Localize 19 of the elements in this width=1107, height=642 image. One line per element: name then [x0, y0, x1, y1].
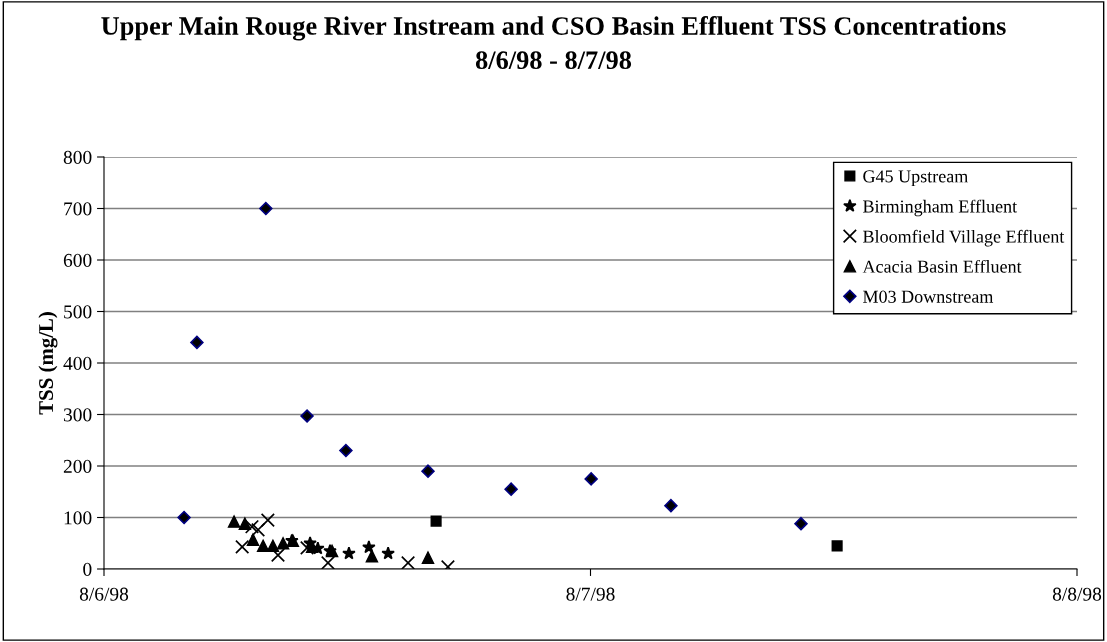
legend-label: Birmingham Effluent [863, 199, 1018, 217]
x-tick-label: 8/6/98 [79, 587, 129, 601]
x-tick-label: 8/8/98 [1052, 587, 1102, 601]
y-axis-title: TSS (mg/L) [38, 312, 58, 415]
y-tick-label: 100 [64, 511, 92, 525]
y-tick-label: 200 [63, 459, 92, 473]
y-tick-label: 800 [63, 150, 92, 164]
legend-label: Bloomfield Village Effluent [863, 229, 1065, 247]
y-tick-label: 600 [63, 253, 92, 267]
y-tick-label: 500 [64, 305, 92, 319]
y-tick-label: 700 [64, 202, 92, 216]
legend-label: M03 Downstream [863, 290, 994, 303]
y-tick-label: 300 [63, 408, 92, 422]
y-tick-label: 400 [63, 356, 92, 370]
y-tick-label: 0 [83, 562, 92, 576]
x-tick-label: 8/7/98 [566, 587, 615, 601]
legend-label: Acacia Basin Effluent [862, 259, 1022, 273]
legend-label: G45 Upstream [863, 170, 969, 187]
chart-title: Upper Main Rouge River Instream and CSO Basin Effluent TSS Concentrations 8/6/98 - 8/7/98 [101, 16, 1006, 70]
